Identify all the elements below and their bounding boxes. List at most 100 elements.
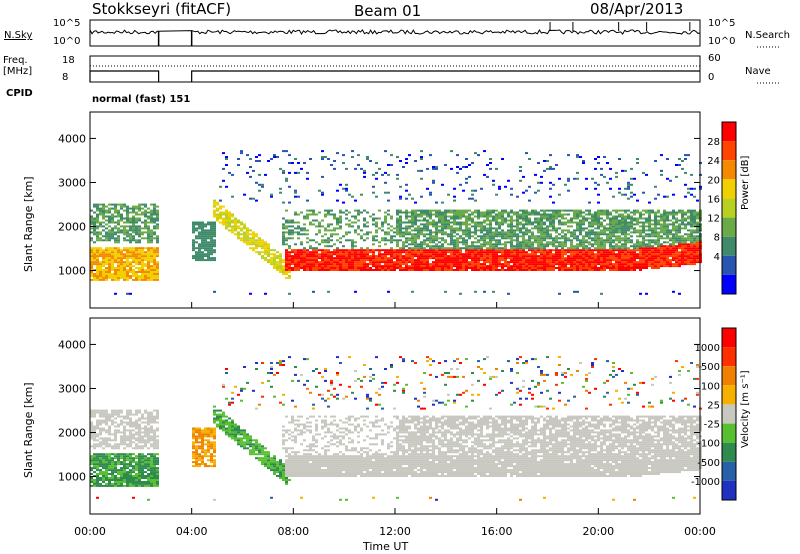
power-panel-cell [417,233,420,236]
power-panel-cell [420,245,423,248]
power-panel-cell [528,265,531,268]
power-panel-cell [384,251,387,254]
power-panel-cell [534,253,537,256]
velocity-panel-cell [111,433,114,436]
power-panel-cell [600,249,603,252]
power-panel-cell [663,249,666,252]
power-panel-cell [528,221,531,224]
power-panel-cell [543,247,546,250]
power-panel-cell [531,267,534,269]
power-panel-cell [378,249,381,252]
power-panel-cell [645,221,648,224]
power-panel-cell [654,223,657,226]
power-panel-cell [279,269,282,271]
power-panel-cell [324,241,327,244]
power-panel-cell [633,255,636,258]
power-panel-cell [684,255,687,258]
power-panel-cell [528,229,531,232]
power-panel-cell [321,193,324,196]
power-panel-cell [516,229,519,232]
power-panel-cell [690,251,693,254]
power-panel-cell [369,257,372,260]
power-panel-cell [510,223,513,226]
power-panel-cell [99,276,102,279]
power-panel-cell [654,263,657,266]
power-panel-cell [336,219,339,222]
velocity-panel-cell [96,455,99,458]
power-panel-cell [576,267,579,269]
velocity-panel-cell [111,457,114,460]
power-panel-cell [510,219,513,222]
power-panel-cell [426,255,429,258]
power-panel-cell [96,213,99,216]
power-panel-cell [399,233,402,236]
power-panel-cell [558,193,561,196]
power-panel-cell [666,227,669,230]
power-panel-cell [627,229,630,232]
power-panel-cell [117,267,120,269]
power-panel-cell [510,265,513,268]
power-panel-cell [489,225,492,228]
power-panel-cell [615,215,618,218]
power-panel-cell [462,269,465,271]
power-panel-cell [438,263,441,266]
power-panel-cell [483,269,486,271]
power-panel-cell [90,261,93,264]
power-panel-cell [387,191,390,194]
power-panel-cell [105,233,108,236]
power-panel-cell [444,265,447,268]
power-panel-cell [387,253,390,256]
power-panel-cell [462,229,465,232]
power-panel-cell [306,209,309,212]
power-panel-cell [471,225,474,228]
power-panel-cell [282,235,285,238]
power-panel-cell [342,261,345,264]
power-panel-cell [375,265,378,268]
power-panel-cell [345,217,348,220]
power-panel-cell [279,167,282,170]
power-panel-cell [105,247,108,250]
power-panel-cell [135,225,138,228]
power-panel-cell [444,290,447,293]
power-panel-cell [99,251,102,254]
power-panel-cell [495,221,498,224]
power-panel-cell [441,217,444,220]
power-panel-cell [477,229,480,232]
power-panel-cell [144,273,147,275]
velocity-panel-cell [93,481,96,483]
power-panel-cell [534,239,537,242]
power-panel-cell [462,259,465,262]
power-panel-cell [459,265,462,268]
power-panel-cell [360,269,363,271]
power-panel-cell [321,257,324,260]
velocity-panel-cell [123,475,126,477]
power-panel-cell [420,177,423,180]
power-panel-cell [399,185,402,188]
power-panel-cell [396,227,399,230]
power-panel-cell [579,229,582,232]
power-panel-cell [537,245,540,248]
power-panel-cell [381,237,384,240]
power-panel-cell [609,235,612,238]
power-panel-cell [555,229,558,232]
power-panel-cell [654,211,657,214]
power-panel-cell [690,239,693,242]
power-panel-cell [435,225,438,228]
power-panel-cell [135,227,138,230]
power-panel-cell [531,241,534,244]
power-panel-cell [594,257,597,260]
power-panel-cell [138,219,141,222]
power-panel-cell [522,191,525,194]
power-panel-cell [618,265,621,268]
velocity-panel-cell [105,421,108,424]
power-panel-cell [492,183,495,186]
power-panel-cell [411,211,414,214]
power-panel-cell [489,239,492,242]
power-panel-cell [420,265,423,268]
power-panel-cell [651,211,654,214]
power-panel-cell [684,259,687,262]
power-panel-cell [147,241,150,244]
power-panel-cell [312,247,315,250]
power-panel-cell [378,257,381,260]
power-panel-cell [666,245,669,248]
